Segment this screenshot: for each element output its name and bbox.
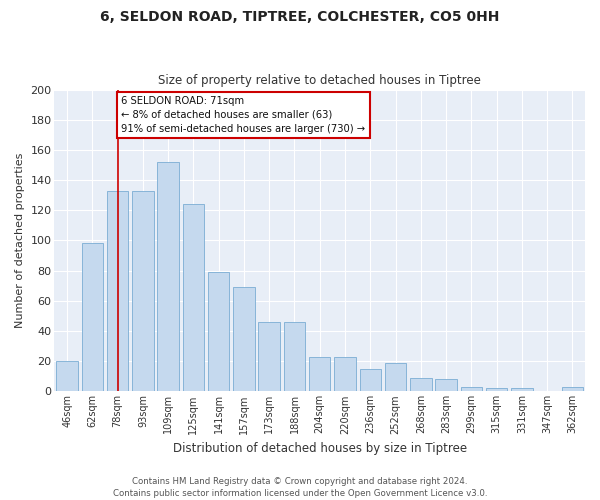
- Bar: [132, 190, 154, 392]
- Bar: [410, 378, 431, 392]
- Bar: [359, 369, 381, 392]
- Bar: [259, 322, 280, 392]
- Bar: [334, 356, 356, 392]
- Text: Contains HM Land Registry data © Crown copyright and database right 2024.
Contai: Contains HM Land Registry data © Crown c…: [113, 476, 487, 498]
- Bar: [284, 322, 305, 392]
- Bar: [56, 361, 78, 392]
- Bar: [157, 162, 179, 392]
- Bar: [208, 272, 229, 392]
- Bar: [82, 244, 103, 392]
- Text: 6, SELDON ROAD, TIPTREE, COLCHESTER, CO5 0HH: 6, SELDON ROAD, TIPTREE, COLCHESTER, CO5…: [100, 10, 500, 24]
- Bar: [486, 388, 508, 392]
- Bar: [436, 380, 457, 392]
- Bar: [461, 387, 482, 392]
- Title: Size of property relative to detached houses in Tiptree: Size of property relative to detached ho…: [158, 74, 481, 87]
- Bar: [233, 288, 254, 392]
- Text: 6 SELDON ROAD: 71sqm
← 8% of detached houses are smaller (63)
91% of semi-detach: 6 SELDON ROAD: 71sqm ← 8% of detached ho…: [121, 96, 365, 134]
- Bar: [182, 204, 204, 392]
- Bar: [562, 387, 583, 392]
- Bar: [511, 388, 533, 392]
- Bar: [385, 362, 406, 392]
- Y-axis label: Number of detached properties: Number of detached properties: [15, 153, 25, 328]
- Bar: [107, 190, 128, 392]
- X-axis label: Distribution of detached houses by size in Tiptree: Distribution of detached houses by size …: [173, 442, 467, 455]
- Bar: [309, 356, 331, 392]
